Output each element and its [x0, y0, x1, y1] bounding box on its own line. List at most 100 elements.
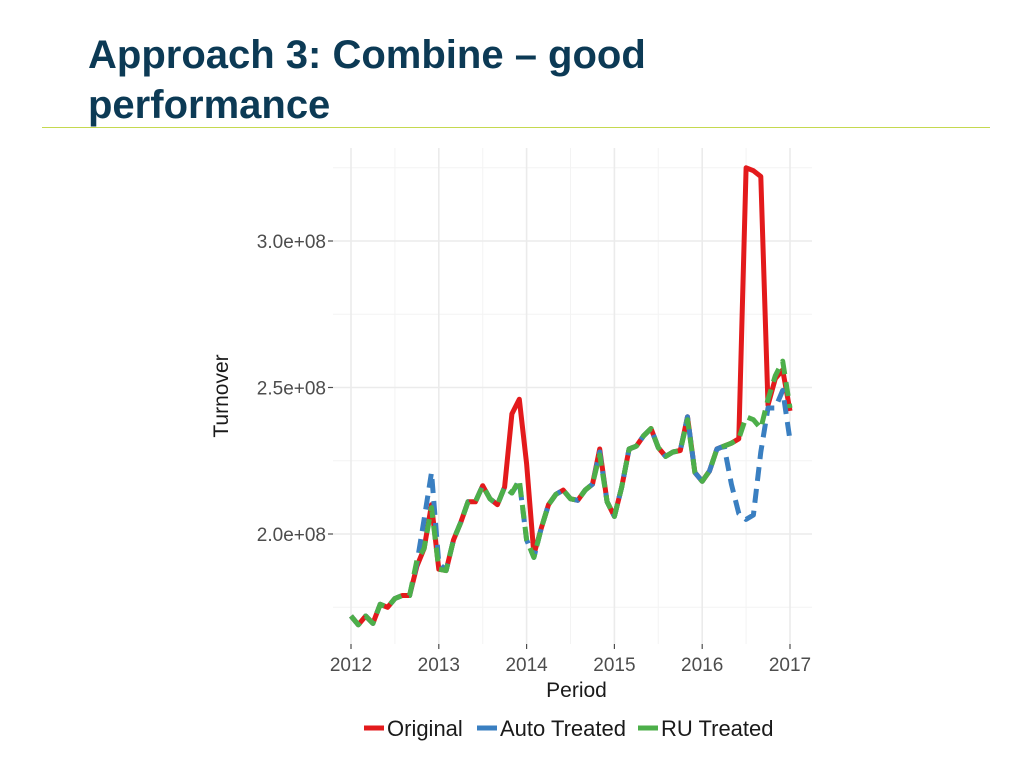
- series-line-ru-treated: [349, 358, 793, 628]
- data-point: [585, 490, 586, 491]
- data-point: [570, 498, 571, 499]
- data-point: [402, 595, 403, 596]
- data-point: [438, 563, 439, 564]
- y-tick-label: 2.5e+08: [257, 379, 326, 400]
- data-point: [409, 595, 410, 596]
- data-point: [760, 451, 761, 452]
- data-point: [372, 623, 373, 624]
- data-point: [519, 399, 520, 400]
- x-tick-label: 2015: [593, 655, 635, 676]
- data-point: [555, 494, 556, 495]
- data-point: [614, 516, 615, 517]
- series-ru-treated: [349, 358, 793, 628]
- x-axis-title: Period: [546, 679, 607, 702]
- plot-panel: [333, 148, 812, 644]
- data-point: [599, 451, 600, 452]
- x-tick-label: 2016: [681, 655, 723, 676]
- data-point: [533, 557, 534, 558]
- data-point: [746, 167, 747, 168]
- data-point: [394, 598, 395, 599]
- data-point: [431, 472, 432, 473]
- data-point: [768, 405, 769, 406]
- data-point: [775, 408, 776, 409]
- x-tick-label: 2014: [505, 655, 548, 676]
- data-point: [790, 410, 791, 411]
- data-point: [643, 435, 644, 436]
- data-point: [687, 419, 688, 420]
- data-point: [504, 487, 505, 488]
- data-point: [621, 487, 622, 488]
- data-point: [431, 507, 432, 508]
- series-layer: [349, 165, 793, 628]
- data-point: [731, 484, 732, 485]
- legend: Original Auto Treated RU Treated: [364, 716, 774, 741]
- data-point: [753, 514, 754, 515]
- y-tick-label: 3.0e+08: [257, 232, 326, 253]
- data-point: [424, 548, 425, 549]
- data-point: [760, 428, 761, 429]
- data-point: [563, 490, 564, 491]
- legend-label-ru-treated: RU Treated: [661, 716, 774, 741]
- data-point: [519, 481, 520, 482]
- data-point: [658, 447, 659, 448]
- data-point: [607, 501, 608, 502]
- data-point: [665, 456, 666, 457]
- data-point: [526, 539, 527, 540]
- data-point: [746, 416, 747, 417]
- data-point: [482, 485, 483, 486]
- data-point: [541, 528, 542, 529]
- slide-title: Approach 3: Combine – good performance: [88, 33, 646, 127]
- data-point: [746, 519, 747, 520]
- data-point: [592, 484, 593, 485]
- x-tick-label: 2012: [330, 655, 372, 676]
- data-point: [475, 501, 476, 502]
- data-point: [446, 570, 447, 571]
- data-point: [511, 413, 512, 414]
- legend-item-original: Original: [364, 716, 463, 741]
- title-underline: [42, 127, 990, 128]
- data-point: [724, 446, 725, 447]
- data-point: [716, 449, 717, 450]
- legend-label-original: Original: [387, 716, 463, 741]
- legend-item-ru-treated: RU Treated: [638, 716, 774, 741]
- x-tick-label: 2013: [418, 655, 460, 676]
- data-point: [519, 479, 520, 480]
- legend-label-auto-treated: Auto Treated: [500, 716, 626, 741]
- x-tick-label: 2017: [769, 655, 811, 676]
- data-point: [365, 616, 366, 617]
- y-axis: 2.0e+08 2.5e+08 3.0e+08: [257, 232, 333, 546]
- data-point: [753, 170, 754, 171]
- data-point: [497, 504, 498, 505]
- x-axis: 2012 2013 2014 2015 2016 2017: [330, 644, 811, 676]
- data-point: [489, 498, 490, 499]
- data-point: [526, 463, 527, 464]
- data-point: [387, 607, 388, 608]
- data-point: [768, 399, 769, 400]
- data-point: [790, 408, 791, 409]
- data-point: [782, 361, 783, 362]
- data-point: [694, 472, 695, 473]
- y-axis-title: Turnover: [210, 354, 233, 437]
- data-point: [709, 471, 710, 472]
- data-point: [687, 416, 688, 417]
- data-point: [468, 501, 469, 502]
- data-point: [672, 451, 673, 452]
- data-point: [599, 449, 600, 450]
- data-point: [702, 481, 703, 482]
- data-point: [636, 446, 637, 447]
- data-point: [453, 539, 454, 540]
- data-point: [738, 438, 739, 439]
- data-point: [760, 176, 761, 177]
- data-point: [782, 390, 783, 391]
- data-point: [651, 428, 652, 429]
- data-point: [753, 419, 754, 420]
- data-point: [599, 454, 600, 455]
- data-point: [548, 504, 549, 505]
- data-point: [790, 440, 791, 441]
- data-point: [768, 408, 769, 409]
- data-point: [460, 522, 461, 523]
- y-tick-label: 2.0e+08: [257, 525, 326, 546]
- data-point: [629, 449, 630, 450]
- legend-item-auto-treated: Auto Treated: [477, 716, 626, 741]
